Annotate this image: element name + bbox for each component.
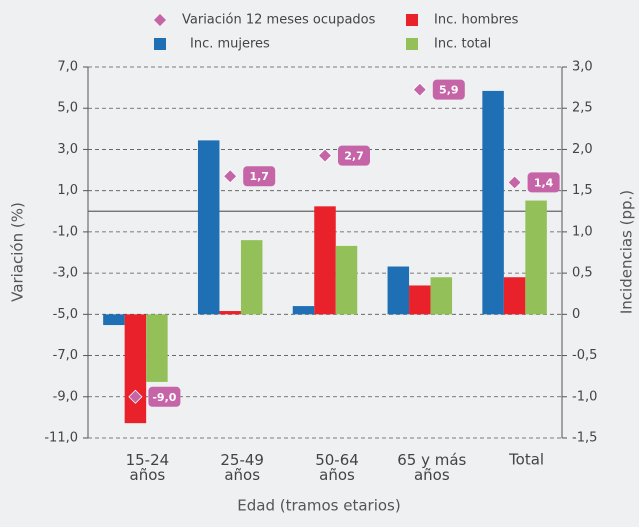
x-tick-line: 25-49 [220,451,264,469]
legend-marker [406,38,418,50]
legend-marker [406,14,418,26]
x-tick-line: años [130,466,166,484]
marker [317,148,333,163]
marker [412,82,427,97]
y-tick-label: 1,0 [57,183,78,198]
y2-tick-label: -1,5 [572,431,597,446]
x-tick-label: 50-64 años [315,451,359,484]
x-tick-line: 15-24 [126,451,170,469]
bar [197,140,220,315]
bar [335,245,358,315]
marker [128,389,143,404]
y-tick-label: -9,0 [53,389,78,404]
data-label: 2,7 [344,150,364,163]
label-box [338,145,370,166]
legend-label: Inc. hombres [434,13,519,28]
y-tick-label: -1,0 [53,224,78,239]
label-box [243,166,276,187]
y-axis-title: Variación (%) [9,202,27,302]
y2-axis-title: Incidencias (pp.) [618,190,636,314]
marker [223,169,238,184]
bar [240,240,263,315]
bar [314,206,336,315]
x-tick-line: años [319,466,355,484]
bar [124,314,147,424]
y2-tick-label: 0,5 [572,266,593,281]
label-box [432,79,465,100]
y-tick-label: -3,0 [53,266,78,281]
x-tick-label: 25-49 años [220,451,264,484]
legend-marker [154,38,166,50]
legend-marker [154,14,166,26]
label-box [527,172,560,193]
bar [525,200,547,315]
y-tick-label: -5,0 [53,307,78,322]
x-axis-title: Edad (tramos etarios) [237,497,400,515]
y-tick-label: 7,0 [57,60,78,75]
x-tick-label: 65 y más años [397,451,466,484]
data-label: 1,4 [534,176,554,189]
y2-tick-label: 3,0 [572,60,593,75]
bar [146,314,168,382]
legend-label: Inc. mujeres [190,37,270,52]
bar [430,277,453,315]
bar [219,311,241,315]
x-tick-line: 65 y más [397,451,466,469]
bar [409,285,431,315]
y2-tick-label: 0 [572,307,580,322]
y-tick-label: -7,0 [53,348,78,363]
data-label: -9,0 [152,391,176,404]
data-label: 1,7 [249,170,269,183]
bar [292,306,315,315]
marker [507,175,522,190]
y2-tick-label: 2,0 [572,142,593,157]
data-label: 5,9 [439,84,459,97]
x-tick-line: años [414,466,450,484]
y-tick-label: 3,0 [57,142,78,157]
legend-label: Variación 12 meses ocupados [182,13,376,28]
label-box [148,386,181,407]
bar [482,90,504,315]
x-tick-label: Total [508,451,544,469]
y2-tick-label: 1,5 [572,183,593,198]
bar [103,314,125,326]
y2-tick-label: 2,5 [572,101,593,116]
y2-tick-label: 1,0 [572,224,593,239]
x-tick-line: años [224,466,260,484]
bar [503,277,526,315]
y-tick-label: -11,0 [44,431,78,446]
y2-tick-label: -0,5 [572,348,597,363]
y2-tick-label: -1,0 [572,389,597,404]
x-tick-label: 15-24 años [126,451,170,484]
legend-label: Inc. total [434,37,491,52]
bar [387,266,410,315]
y-tick-label: 5,0 [57,101,78,116]
x-tick-line: 50-64 [315,451,359,469]
